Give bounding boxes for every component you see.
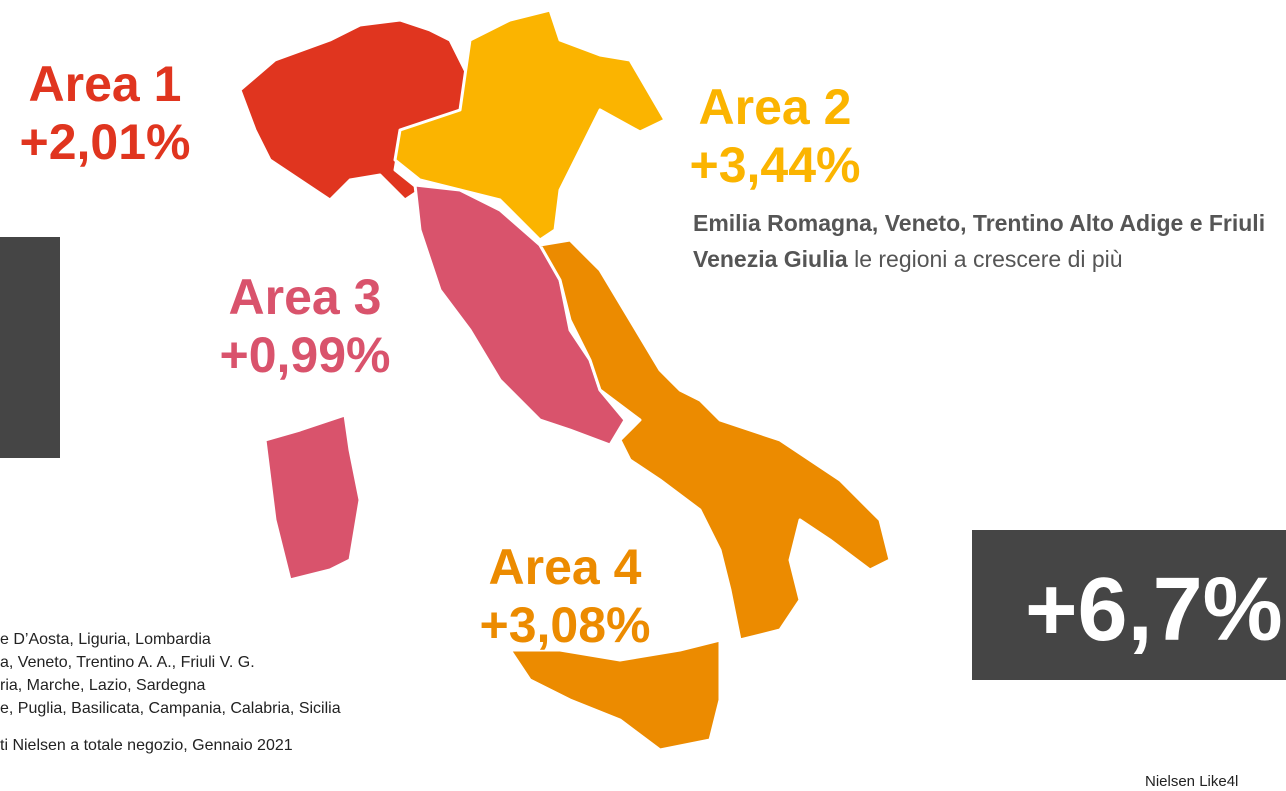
area-2: Area 2 +3,44% xyxy=(680,78,870,194)
description-bold: Emilia Romagna, Veneto, Trentino Alto Ad… xyxy=(693,210,1266,272)
total-box xyxy=(972,530,1286,680)
footnote: ti Nielsen a totale negozio, Gennaio 202… xyxy=(0,737,293,754)
area-value: +3,44% xyxy=(689,137,861,193)
area-1: Area 1 +2,01% xyxy=(10,55,200,171)
legend-line: e, Puglia, Basilicata, Campania, Calabri… xyxy=(0,700,341,717)
legend-line: ria, Marche, Lazio, Sardegna xyxy=(0,677,206,694)
region-area-4 xyxy=(538,238,892,642)
area-value: +2,01% xyxy=(19,114,191,170)
left-box xyxy=(0,237,60,458)
total-value: +6,7% xyxy=(1025,560,1283,660)
area-4: Area 4 +3,08% xyxy=(470,538,660,654)
area-value: +3,08% xyxy=(479,597,651,653)
area-label: Area 4 xyxy=(488,539,642,595)
area-3: Area 3 +0,99% xyxy=(210,268,400,384)
area-value: +0,99% xyxy=(219,327,391,383)
source: Nielsen Like4l xyxy=(1145,773,1239,790)
region-sardinia xyxy=(263,413,362,582)
legend: e D’Aosta, Liguria, Lombardia a, Veneto,… xyxy=(0,628,341,720)
legend-line: a, Veneto, Trentino A. A., Friuli V. G. xyxy=(0,654,255,671)
legend-line: e D’Aosta, Liguria, Lombardia xyxy=(0,631,211,648)
area-label: Area 1 xyxy=(28,56,182,112)
description: Emilia Romagna, Veneto, Trentino Alto Ad… xyxy=(693,205,1283,277)
description-rest: le regioni a crescere di più xyxy=(847,246,1123,272)
region-sicily xyxy=(508,638,722,752)
area-label: Area 3 xyxy=(228,269,382,325)
region-area-3 xyxy=(413,183,627,447)
area-label: Area 2 xyxy=(698,79,852,135)
region-area-2 xyxy=(393,8,667,242)
